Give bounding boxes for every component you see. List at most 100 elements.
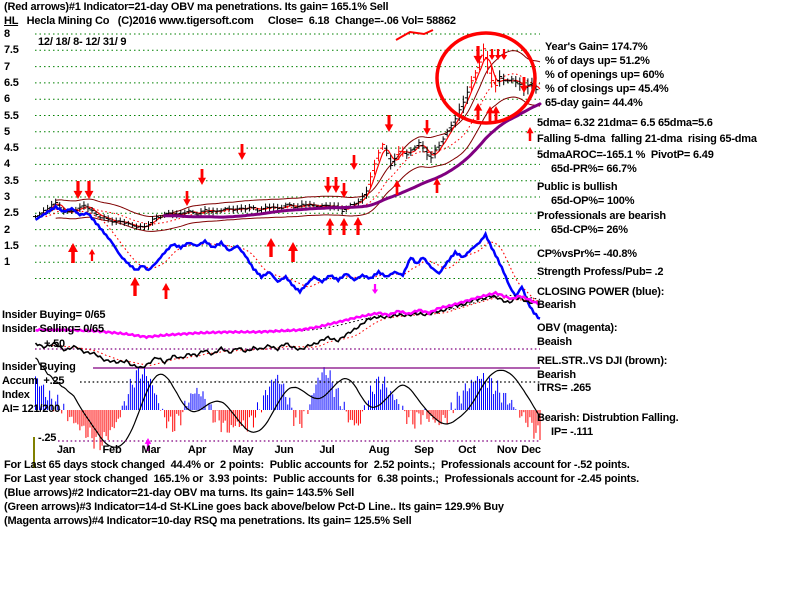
bottom-text-line: For Last year stock changed 165.1% or 3.…: [4, 473, 639, 485]
indicator1-title: (Red arrows)#1 Indicator=21-day OBV ma p…: [4, 1, 389, 13]
candle: [230, 205, 236, 214]
sell-signal-arrow-icon: [500, 49, 508, 60]
bottom-text-line: For Last 65 days stock changed 44.4% or …: [4, 459, 630, 471]
header-info: Hecla Mining Co (C)2016 www.tigersoft.co…: [18, 15, 456, 27]
bottom-text-line: (Blue arrows)#2 Indicator=21-day OBV ma …: [4, 487, 355, 499]
candle: [424, 146, 430, 161]
date-range-label: 12/ 18/ 8- 12/ 31/ 9: [38, 36, 127, 48]
y-axis-label: 2.5: [4, 207, 19, 219]
obv-line: [35, 290, 541, 340]
candle-signal: [468, 75, 474, 92]
candle-signal: [376, 149, 382, 162]
candle: [81, 201, 87, 210]
candle: [363, 186, 369, 199]
sell-signal-arrow-icon: [473, 46, 483, 64]
candle: [150, 215, 156, 226]
sell-signal-arrow-icon: [198, 169, 206, 185]
candle: [33, 214, 38, 219]
sell-signal-arrow-icon: [183, 191, 191, 206]
buy-signal-arrow-icon: [88, 249, 96, 261]
rel-str-ma-dotted: [47, 297, 541, 366]
candle-signal: [400, 146, 406, 157]
candle: [440, 136, 446, 145]
right-panel-line: 5dmaAROC=-165.1 % PivotP= 6.49: [537, 149, 714, 161]
month-label: May: [232, 444, 254, 456]
y-axis-label: 1: [4, 256, 10, 268]
sell-signal-arrow-icon: [350, 155, 358, 170]
candle: [146, 221, 152, 230]
65dma-line: [163, 102, 542, 219]
right-panel-line: ITRS= .265: [537, 382, 591, 394]
right-panel-line: 65d-CP%= 26%: [551, 224, 628, 236]
y-axis-label: 5: [4, 126, 10, 138]
left-panel-label: AI= 121/200: [2, 403, 61, 415]
annotation-circle: [435, 31, 537, 125]
sell-signal-arrow-icon: [324, 177, 332, 193]
candle: [444, 128, 450, 137]
right-panel-line: REL.STR..VS DJI (brown):: [537, 355, 668, 367]
buy-signal-arrow-icon: [130, 277, 140, 296]
candle-signal: [489, 66, 495, 88]
left-panel-label: Insider Buying: [2, 361, 76, 373]
right-panel-line: Professionals are bearish: [537, 210, 666, 222]
candle: [428, 151, 434, 164]
right-panel-line: Bearish: Distrubtion Falling.: [537, 412, 679, 424]
month-label: Apr: [187, 444, 207, 456]
right-panel-line: Year's Gain= 174.7%: [545, 41, 648, 53]
candle: [218, 208, 224, 214]
candle: [355, 198, 361, 207]
candle-signal: [380, 142, 386, 150]
candle: [392, 153, 398, 167]
candle: [513, 76, 519, 88]
candle: [460, 95, 466, 114]
month-label: Dec: [521, 444, 541, 456]
rel-str-line: [34, 294, 541, 369]
sell-signal-arrow-icon: [494, 49, 502, 60]
candle: [420, 141, 426, 153]
candle: [384, 145, 390, 157]
left-panel-label: Accum +.25: [2, 375, 65, 387]
sell-signal-arrow-icon: [84, 181, 94, 199]
y-axis-label: 4.5: [4, 142, 19, 154]
right-panel-line: Strength Profess/Pub= .2: [537, 266, 664, 278]
right-panel-line: Public is bullish: [537, 181, 618, 193]
candle-signal: [372, 159, 378, 175]
candle-signal: [485, 50, 491, 74]
header-line: HL Hecla Mining Co (C)2016 www.tigersoft…: [4, 15, 456, 27]
y-axis-label: 2: [4, 224, 10, 236]
buy-signal-arrow-icon: [325, 218, 335, 235]
y-axis-label: 6.5: [4, 77, 19, 89]
bottom-text-line: (Magenta arrows)#4 Indicator=10-day RSQ …: [4, 515, 412, 527]
candle: [388, 154, 394, 170]
closing-power-ma-dotted: [45, 208, 541, 307]
right-panel-line: 5dma= 6.32 21dma= 6.5 65dma=5.6: [537, 117, 713, 129]
right-panel-line: Falling 5-dma falling 21-dma rising 65-d…: [537, 133, 757, 145]
month-label: Oct: [458, 444, 476, 456]
sell-signal-arrow-icon: [384, 115, 394, 132]
right-panel-line: Beaish: [537, 336, 572, 348]
buy-signal-arrow-icon: [526, 127, 534, 141]
right-panel-line: Bearish: [537, 369, 576, 381]
buy-signal-arrow-icon: [339, 218, 349, 235]
left-panel-label: Insider Selling= 0/65: [2, 323, 104, 335]
y-axis-label: 1.5: [4, 240, 19, 252]
right-panel-line: 65d-PR%= 66.7%: [551, 163, 637, 175]
upper-band-line: [55, 50, 541, 217]
candle: [517, 77, 523, 91]
buy-signal-arrow-icon: [433, 178, 441, 193]
buy-signal-arrow-icon: [492, 106, 500, 122]
left-panel-label: -.25: [38, 432, 57, 444]
candle-signal: [472, 70, 478, 81]
candle: [452, 113, 458, 128]
left-panel-label: Index: [2, 389, 30, 401]
candle: [154, 214, 160, 222]
candle-signal: [367, 172, 373, 189]
month-label: Sep: [414, 444, 434, 456]
buy-signal-arrow-icon: [486, 106, 494, 122]
candle: [105, 215, 111, 223]
magenta-signal-arrow-icon: [144, 438, 152, 451]
sell-signal-arrow-icon: [238, 144, 246, 160]
month-label: Mar: [141, 444, 161, 456]
candle: [93, 210, 99, 217]
